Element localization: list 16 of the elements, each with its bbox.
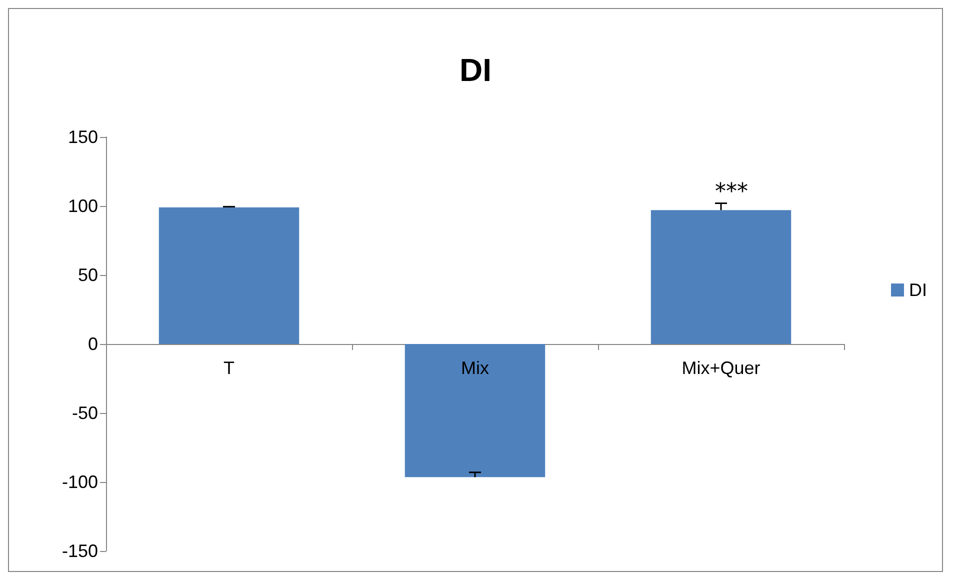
y-tick-label: -150 [62, 541, 98, 561]
y-tick-label: 0 [88, 334, 98, 354]
legend-label: DI [909, 280, 927, 300]
bar [404, 344, 546, 478]
x-tick-label: Mix [461, 358, 489, 378]
bar [650, 210, 792, 344]
y-tick-label: 150 [68, 127, 98, 147]
x-tick-label: T [224, 358, 234, 378]
y-tick-label: 100 [68, 196, 98, 216]
x-tick-label: Mix+Quer [682, 358, 760, 378]
y-tick-label: 50 [78, 265, 98, 285]
bar [158, 207, 300, 344]
y-tick-label: -50 [72, 403, 98, 423]
annotation: *** [715, 180, 748, 204]
chart-title: DI [460, 52, 492, 88]
y-tick-label: -100 [62, 472, 98, 492]
